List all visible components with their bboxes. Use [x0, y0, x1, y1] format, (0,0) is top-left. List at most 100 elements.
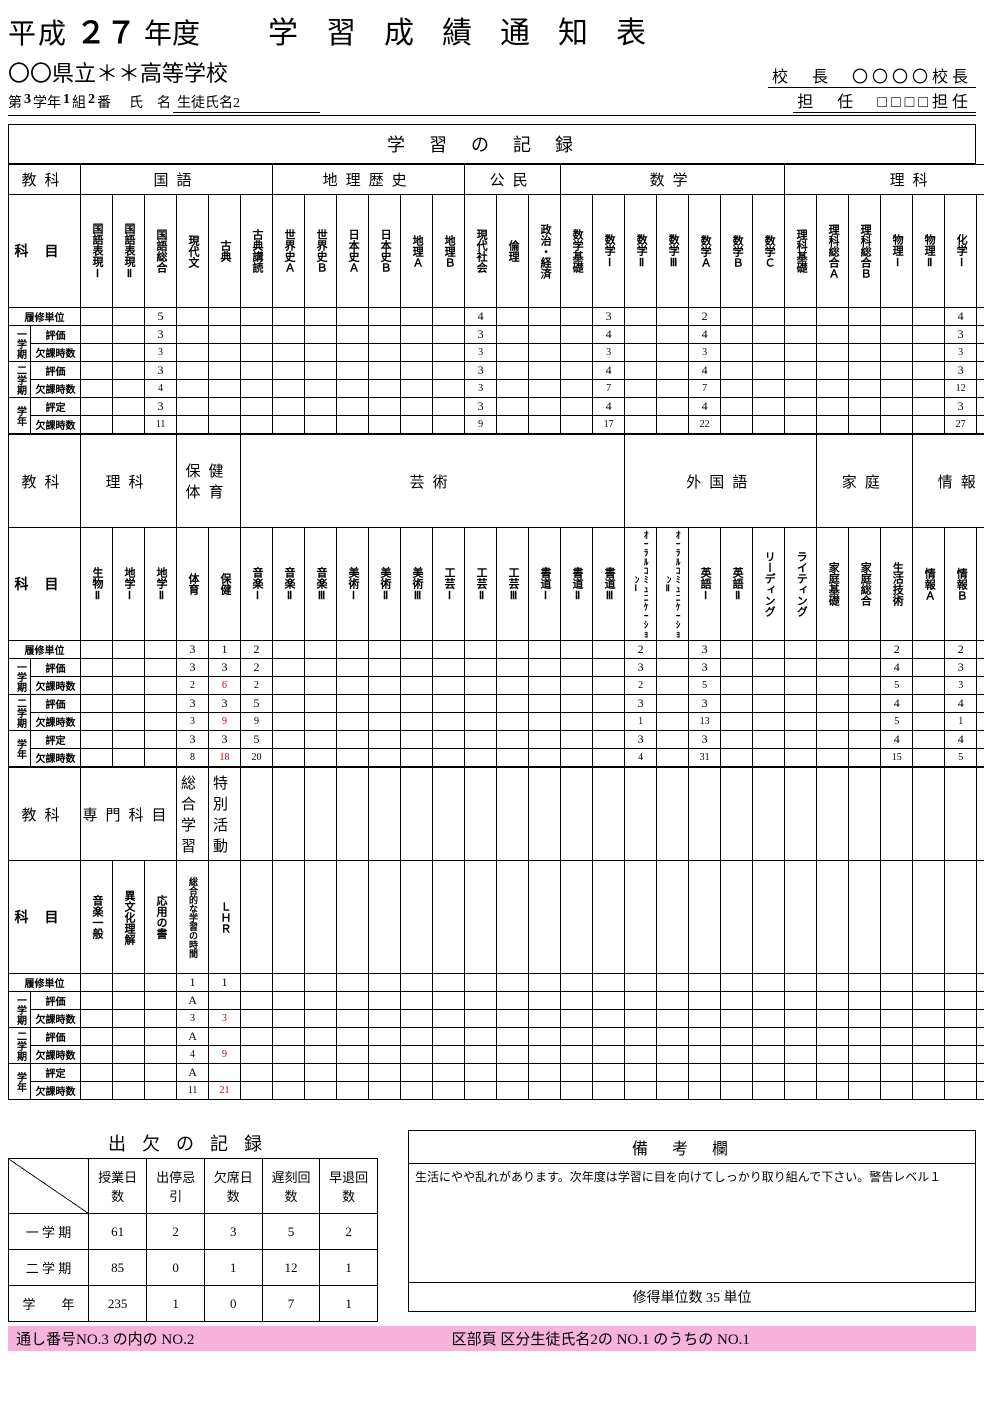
subject-head: 倫理: [497, 195, 529, 308]
grade-cell: [401, 362, 433, 380]
grade-cell: [561, 677, 593, 695]
subject-head: 国語表現Ⅰ: [81, 195, 113, 308]
grade-cell: [849, 380, 881, 398]
grade-cell: [465, 641, 497, 659]
grade-cell: 15: [881, 749, 913, 767]
grade-cell: [977, 398, 984, 416]
grade-cell: 4: [945, 308, 977, 326]
grade-cell: [497, 416, 529, 434]
grade-cell: [753, 731, 785, 749]
grade-cell: [177, 398, 209, 416]
grade-cell: [113, 1028, 145, 1046]
grade-cell: 31: [689, 749, 721, 767]
grade-cell: [849, 344, 881, 362]
grade-cell: [273, 308, 305, 326]
subject-head: 現代文: [177, 195, 209, 308]
grade-cell: [497, 749, 529, 767]
grade-cell: 3: [145, 398, 177, 416]
subject-head: 家庭総合: [849, 528, 881, 641]
grade-cell: [529, 362, 561, 380]
grade-cell: [913, 380, 945, 398]
grade-cell: 3: [209, 659, 241, 677]
grade-cell: [369, 416, 401, 434]
row-label: 欠課時数: [31, 380, 81, 398]
grade-cell: [273, 398, 305, 416]
row-label: 評価: [31, 1028, 81, 1046]
grade-cell: [369, 641, 401, 659]
att-row: 一 学 期612352: [9, 1214, 378, 1250]
grade-cell: [113, 695, 145, 713]
grade-cell: [785, 344, 817, 362]
grade-cell: [657, 659, 689, 677]
subject-head: 応用の書: [145, 861, 177, 974]
grade-cell: [273, 380, 305, 398]
grade-cell: 27: [945, 416, 977, 434]
grade-cell: [497, 731, 529, 749]
group-head: 地理歴史: [273, 165, 465, 195]
grade-cell: [817, 695, 849, 713]
grade-cell: 4: [593, 398, 625, 416]
grade-cell: [529, 731, 561, 749]
grade-cell: 2: [689, 308, 721, 326]
era: 平成: [8, 12, 68, 52]
row-label: 欠課時数: [31, 749, 81, 767]
grade-cell: 4: [593, 362, 625, 380]
grade-cell: [561, 344, 593, 362]
grade-cell: [849, 398, 881, 416]
grade-cell: [561, 326, 593, 344]
group-head: 公民: [465, 165, 561, 195]
grade-cell: [913, 731, 945, 749]
grade-cell: [81, 344, 113, 362]
grade-cell: [81, 641, 113, 659]
subject-head: 生物Ⅱ: [81, 528, 113, 641]
subject-head: 理科基礎: [785, 195, 817, 308]
grade-cell: [561, 659, 593, 677]
grade-cell: [785, 695, 817, 713]
grade-cell: [145, 713, 177, 731]
row-label: 評定: [31, 398, 81, 416]
grade-cell: [145, 1028, 177, 1046]
grade-cell: [81, 1046, 113, 1064]
grade-cell: [593, 713, 625, 731]
subject-head: 数学Ａ: [689, 195, 721, 308]
subject-head: 物理Ⅰ: [881, 195, 913, 308]
grade-cell: [241, 362, 273, 380]
subject-head: 数学Ｂ: [721, 195, 753, 308]
grade-cell: [113, 1064, 145, 1082]
grade-cell: 4: [945, 731, 977, 749]
remarks-body: 生活にやや乱れがあります。次年度は学習に目を向けてしっかり取り組んで下さい。警告…: [408, 1163, 976, 1283]
grade-cell: [753, 641, 785, 659]
grade-cell: [785, 731, 817, 749]
grade-cell: [209, 344, 241, 362]
grade-cell: [305, 749, 337, 767]
grade-cell: [753, 713, 785, 731]
grade-cell: [497, 659, 529, 677]
grade-cell: [401, 659, 433, 677]
grade-cell: A: [177, 992, 209, 1010]
grade-cell: [657, 695, 689, 713]
principal-box: 校 長 〇〇〇〇校長: [768, 63, 976, 88]
grade-cell: [81, 1082, 113, 1100]
grade-cell: [721, 398, 753, 416]
att-row: 学 年2351071: [9, 1286, 378, 1322]
term-label: 一学期: [9, 659, 31, 695]
grade-cell: [241, 308, 273, 326]
grade-cell: [913, 677, 945, 695]
subject-head: 数学基礎: [561, 195, 593, 308]
grade-cell: 3: [177, 1010, 209, 1028]
att-header: 授業日数 出停忌引 欠席日数 遅刻回数 早退回数: [9, 1159, 378, 1214]
grade-cell: [881, 416, 913, 434]
group-head: 芸術: [241, 435, 625, 528]
kamoku-label: 科目: [9, 528, 81, 641]
grade-cell: 2: [177, 677, 209, 695]
grade-cell: [369, 326, 401, 344]
grade-cell: [145, 731, 177, 749]
grade-cell: [561, 398, 593, 416]
student-name: 生徒氏名2: [173, 92, 320, 113]
grade-cell: [369, 398, 401, 416]
grade-cell: [81, 713, 113, 731]
grade-cell: [433, 362, 465, 380]
grade-cell: [497, 398, 529, 416]
grade-cell: [881, 344, 913, 362]
grade-cell: [913, 713, 945, 731]
